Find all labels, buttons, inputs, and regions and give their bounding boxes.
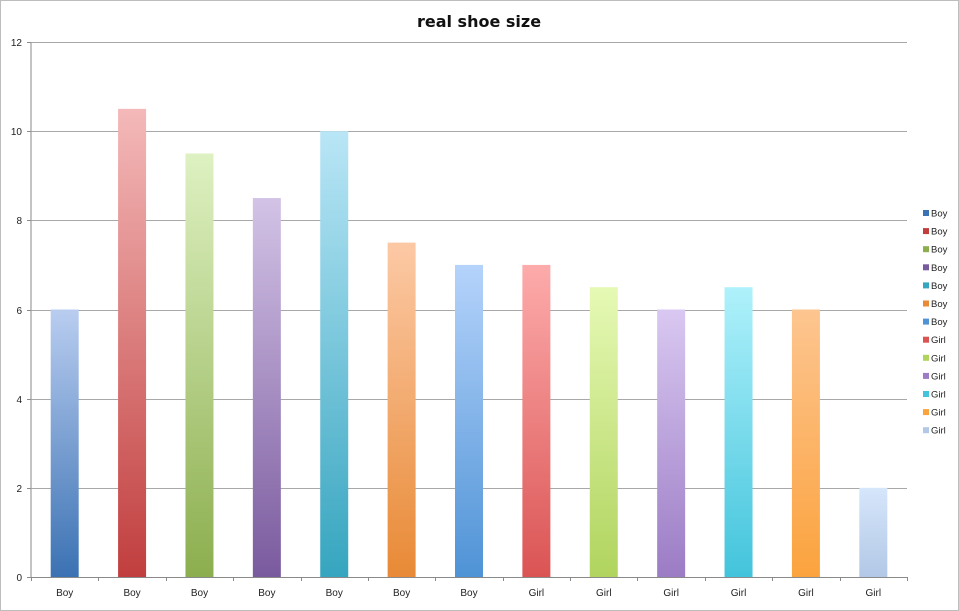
x-tick-label: Boy: [393, 588, 410, 599]
legend-label: Girl: [931, 335, 946, 346]
legend-label: Girl: [931, 408, 946, 419]
legend-swatch: [923, 228, 929, 235]
legend-swatch: [923, 318, 929, 325]
y-tick-label: 10: [11, 127, 23, 138]
legend: Boy Boy Boy Boy Boy Boy Boy Girl Girl Girl Girl Gir…: [923, 209, 948, 437]
legend-swatch: [923, 372, 929, 379]
y-tick-label: 8: [16, 216, 22, 227]
x-tick-label: Boy: [123, 588, 140, 599]
legend-label: Boy: [931, 263, 948, 274]
x-tick-label: Girl: [731, 588, 747, 599]
legend-swatch: [923, 427, 929, 434]
x-tick-label: Girl: [798, 588, 814, 599]
legend-swatch: [923, 282, 929, 289]
x-tick-label: Boy: [258, 588, 275, 599]
bar: [724, 287, 753, 577]
legend-label: Boy: [931, 281, 948, 292]
y-tick-label: 12: [11, 38, 23, 49]
legend-label: Girl: [931, 353, 946, 364]
bar: [118, 108, 147, 577]
legend-swatch: [923, 354, 929, 361]
legend-label: Boy: [931, 209, 948, 220]
y-axis-ticks: 0 2 4 6 8 10 12: [11, 38, 23, 584]
chart-title: real shoe size: [417, 12, 541, 31]
x-tick-label: Boy: [460, 588, 477, 599]
y-tick-label: 2: [16, 484, 22, 495]
y-tick-label: 0: [16, 573, 22, 584]
legend-label: Boy: [931, 299, 948, 310]
legend-swatch: [923, 210, 929, 216]
x-tick-label: Boy: [56, 588, 73, 599]
y-tick-label: 4: [16, 395, 22, 406]
x-tick-label: Boy: [191, 588, 208, 599]
x-tick-label: Girl: [663, 588, 679, 599]
legend-swatch: [923, 246, 929, 253]
bar: [50, 309, 79, 577]
legend-label: Boy: [931, 245, 948, 256]
bar: [320, 131, 349, 577]
x-tick-label: Girl: [596, 588, 612, 599]
x-tick-label: Girl: [529, 588, 545, 599]
x-tick-label: Boy: [326, 588, 343, 599]
legend-swatch: [923, 391, 929, 397]
bar: [252, 198, 281, 577]
bar: [522, 264, 551, 577]
legend-label: Girl: [931, 371, 946, 382]
legend-label: Boy: [931, 227, 948, 238]
bar: [387, 242, 416, 577]
bars: [50, 108, 888, 578]
legend-swatch: [923, 409, 929, 416]
legend-label: Boy: [931, 317, 948, 328]
bar: [859, 487, 888, 577]
bar: [455, 264, 483, 577]
x-axis-labels: Boy Boy Boy Boy Boy Boy Boy Girl Girl Girl Girl Gir…: [56, 588, 881, 599]
legend-swatch: [923, 336, 929, 343]
bar: [589, 287, 618, 577]
legend-swatch: [923, 264, 929, 271]
y-tick-label: 6: [16, 306, 22, 317]
bar: [185, 153, 214, 578]
legend-swatch: [923, 300, 929, 307]
bar: [791, 309, 820, 577]
bar: [657, 309, 686, 577]
x-tick-label: Girl: [866, 588, 882, 599]
legend-label: Girl: [931, 390, 946, 401]
legend-label: Girl: [931, 426, 946, 437]
